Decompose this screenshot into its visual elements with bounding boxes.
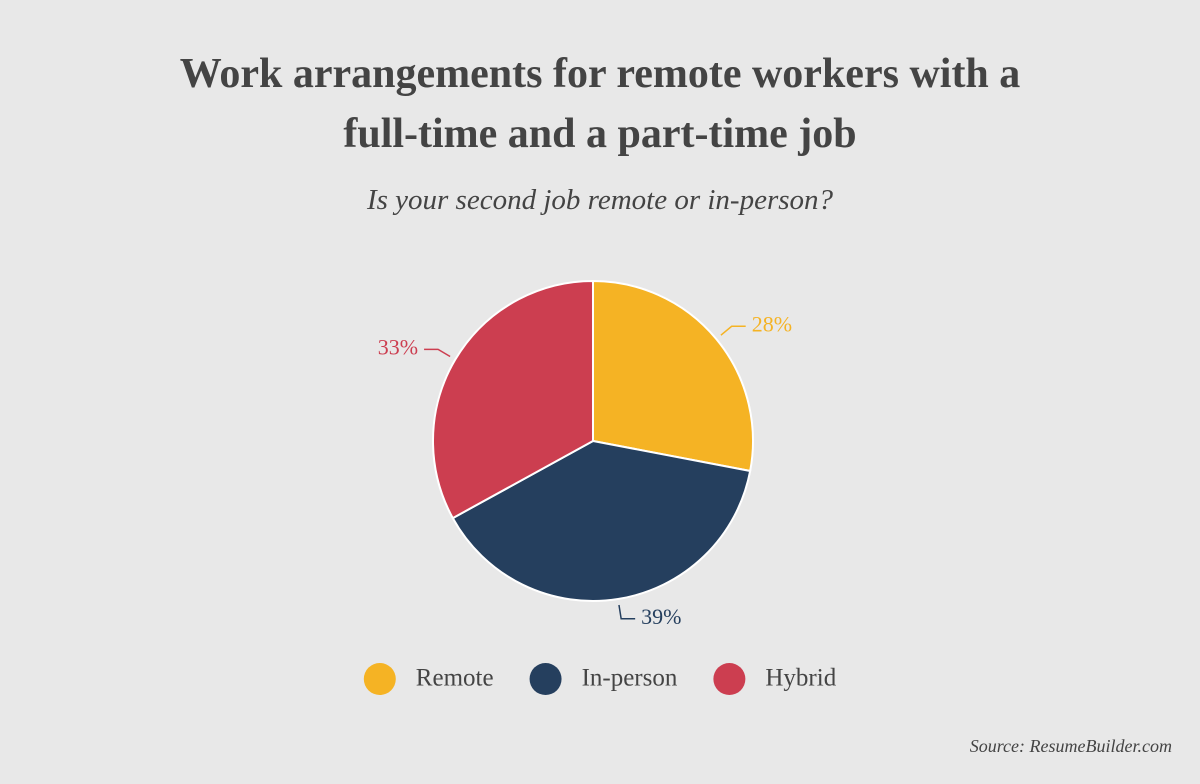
label-leader bbox=[720, 325, 746, 336]
data-label: 28% bbox=[752, 311, 792, 336]
legend-marker bbox=[713, 663, 746, 695]
data-label: 33% bbox=[378, 334, 418, 359]
chart-title: Work arrangements for remote workers wit… bbox=[179, 51, 1021, 157]
label-leader bbox=[424, 348, 451, 358]
chart-subtitle: Is your second job remote or in-person? bbox=[366, 184, 834, 216]
pie-slice bbox=[451, 439, 752, 602]
source: Source: ResumeBuilder.com bbox=[969, 736, 1172, 756]
legend-label: Hybrid bbox=[765, 665, 836, 692]
legend-marker bbox=[529, 663, 562, 695]
label-leader bbox=[618, 604, 636, 620]
legend-label: In-person bbox=[582, 665, 678, 692]
title-block: Work arrangements for remote workers wit… bbox=[0, 44, 1200, 164]
pie-slice bbox=[592, 279, 754, 473]
legend-marker bbox=[363, 663, 396, 695]
legend-label: Remote bbox=[416, 665, 494, 692]
data-label: 39% bbox=[641, 604, 681, 629]
pie-slice bbox=[432, 279, 594, 520]
